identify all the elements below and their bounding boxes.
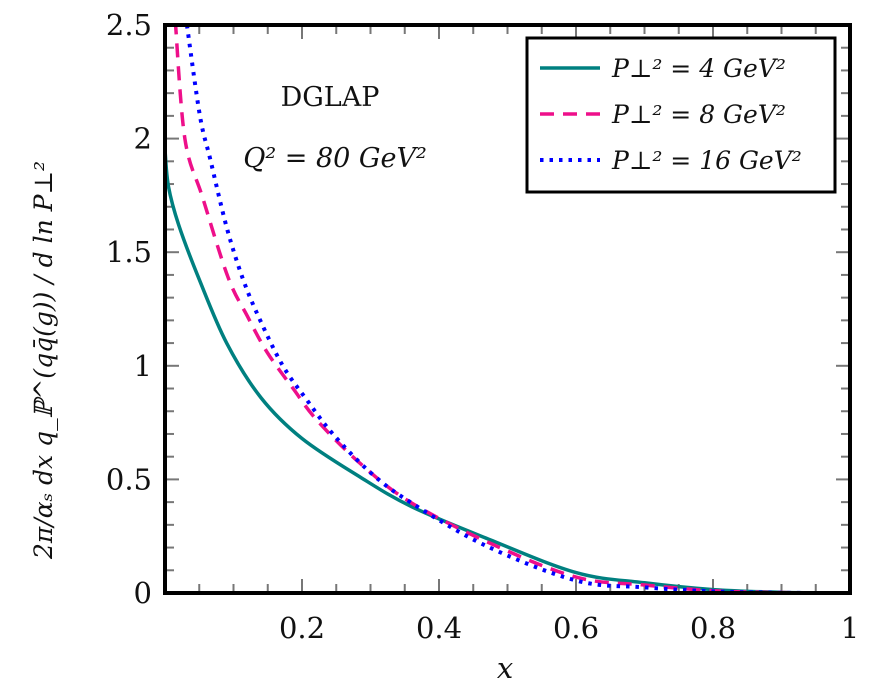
y-tick-label: 0 <box>134 576 152 610</box>
x-axis-label: x <box>497 651 513 685</box>
annotation-q2: Q² = 80 GeV² <box>243 143 427 174</box>
y-axis-label: 2π/αₛ dx q_ℙ^(qq̄(g)) / d ln P⊥² <box>29 161 58 560</box>
x-tick-label: 0.2 <box>279 611 325 645</box>
annotation-dglap: DGLAP <box>281 82 380 113</box>
x-tick-label: 0.8 <box>690 611 736 645</box>
x-tick-label: 1 <box>841 611 859 645</box>
y-tick-label: 2 <box>134 122 152 156</box>
x-tick-label: 0.6 <box>553 611 599 645</box>
y-tick-label: 1.5 <box>106 235 152 269</box>
legend-label: P⊥² = 8 GeV² <box>611 100 786 129</box>
plot-frame <box>163 23 852 595</box>
y-tick-label: 1 <box>134 349 152 383</box>
y-tick-label: 0.5 <box>106 462 152 496</box>
x-tick-label: 0.4 <box>416 611 462 645</box>
legend-box <box>525 36 837 194</box>
legend: P⊥² = 4 GeV² P⊥² = 8 GeV² P⊥² = 16 GeV² <box>525 36 837 194</box>
tick-labels: 0.2 0.4 0.6 0.8 1 0 0.5 1 1.5 2 2.5 <box>106 8 859 645</box>
y-tick-label: 2.5 <box>106 8 152 42</box>
series-line-1 <box>165 149 850 593</box>
legend-label: P⊥² = 4 GeV² <box>611 54 786 83</box>
series-group <box>165 25 850 593</box>
legend-label: P⊥² = 16 GeV² <box>611 146 802 175</box>
